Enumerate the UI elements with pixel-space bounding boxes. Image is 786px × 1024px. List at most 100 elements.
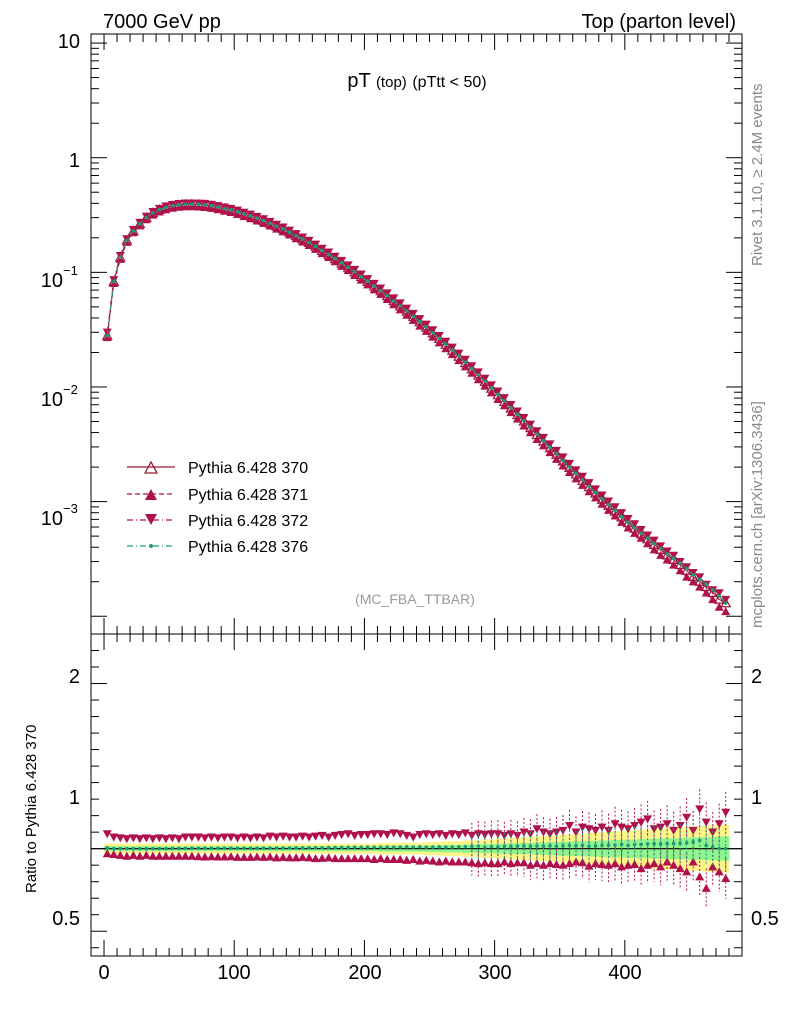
main-data-point bbox=[643, 531, 653, 540]
main-data-point bbox=[695, 582, 705, 591]
legend-entry-376: Pythia 6.428 376 bbox=[127, 539, 308, 556]
ratio-data-point bbox=[307, 846, 311, 850]
main-data-point bbox=[408, 309, 418, 318]
ratio-data-point bbox=[148, 835, 158, 844]
ratio-data-point bbox=[177, 846, 181, 851]
legend-label-376: Pythia 6.428 376 bbox=[188, 539, 308, 556]
ratio-data-point bbox=[630, 859, 640, 868]
ratio-data-point bbox=[118, 846, 123, 851]
ratio-data-point bbox=[408, 854, 418, 863]
main-data-point bbox=[486, 388, 496, 397]
ratio-data-point bbox=[502, 844, 507, 848]
xtick-label-300: 300 bbox=[478, 962, 511, 984]
ratio-data-point bbox=[304, 853, 314, 862]
main-data-point bbox=[473, 368, 483, 377]
main-data-point bbox=[688, 577, 698, 586]
ratio-data-point bbox=[200, 852, 210, 861]
main-data-point bbox=[311, 244, 321, 253]
ratio-data-point bbox=[606, 843, 611, 847]
main-data-point bbox=[343, 265, 353, 274]
main-data-point bbox=[606, 502, 611, 507]
main-data-point bbox=[499, 401, 509, 410]
main-data-point bbox=[382, 289, 392, 298]
ratio-data-point bbox=[421, 855, 431, 864]
main-data-point bbox=[389, 294, 399, 303]
ratio-data-point bbox=[545, 830, 555, 839]
main-data-point bbox=[447, 343, 457, 352]
ratio-data-point bbox=[363, 854, 373, 863]
main-data-point bbox=[580, 477, 585, 482]
ratio-data-point bbox=[467, 858, 477, 867]
main-data-point bbox=[281, 227, 285, 231]
ratio-data-point bbox=[378, 845, 383, 849]
ratio-data-point bbox=[324, 853, 334, 862]
ratio-data-point bbox=[183, 846, 188, 850]
ratio-data-point bbox=[389, 829, 399, 838]
main-data-point bbox=[558, 453, 568, 462]
main-data-point bbox=[434, 331, 444, 341]
main-data-point bbox=[535, 432, 539, 436]
legend-marker-triangle-up bbox=[145, 489, 157, 500]
main-data-point bbox=[339, 261, 344, 265]
ratio-data-point bbox=[395, 830, 405, 839]
main-data-point bbox=[652, 541, 656, 546]
ratio-data-point bbox=[714, 820, 724, 829]
ratio-data-point bbox=[402, 855, 412, 864]
ratio-series-layer bbox=[102, 789, 731, 909]
ratio-data-point bbox=[619, 842, 624, 847]
main-data-point bbox=[512, 414, 522, 423]
ratio-data-point bbox=[610, 820, 620, 829]
ratio-data-point bbox=[525, 830, 535, 839]
main-data-point bbox=[691, 572, 695, 577]
main-data-point bbox=[352, 270, 357, 274]
main-data-point bbox=[597, 499, 607, 508]
main-data-point bbox=[313, 244, 318, 249]
ratio-data-point bbox=[125, 846, 129, 851]
ratio-data-point bbox=[161, 851, 171, 860]
main-data-point bbox=[591, 493, 601, 502]
main-data-point bbox=[229, 208, 233, 212]
main-data-point bbox=[593, 490, 598, 495]
main-data-point bbox=[242, 212, 246, 216]
ratio-data-point bbox=[109, 849, 119, 859]
main-data-point bbox=[125, 238, 129, 243]
ratio-data-point bbox=[597, 859, 607, 868]
main-data-point bbox=[613, 508, 617, 513]
ratio-data-point bbox=[457, 845, 461, 849]
ratio-data-point bbox=[658, 842, 663, 846]
ratio-data-point bbox=[415, 856, 425, 865]
main-data-point bbox=[324, 252, 334, 262]
legend-marker-triangle-down bbox=[145, 514, 157, 525]
ratio-data-point bbox=[196, 846, 201, 850]
main-data-point bbox=[610, 503, 620, 512]
ratio-data-point bbox=[245, 852, 255, 861]
main-data-point bbox=[450, 348, 455, 352]
main-data-point bbox=[649, 536, 659, 545]
xtick-label-400: 400 bbox=[608, 962, 641, 984]
main-data-point bbox=[350, 265, 360, 274]
ratio-data-point bbox=[274, 846, 279, 850]
main-data-point bbox=[684, 566, 689, 571]
ytick-label-1e-3: 10 bbox=[41, 508, 63, 530]
ratio-data-point bbox=[200, 834, 210, 843]
main-data-point bbox=[721, 606, 731, 616]
main-data-point bbox=[196, 202, 201, 207]
main-data-point bbox=[604, 505, 614, 514]
main-data-point bbox=[235, 209, 240, 214]
main-data-point bbox=[457, 354, 461, 358]
main-data-point bbox=[460, 355, 470, 364]
ratio-data-point bbox=[268, 846, 272, 850]
main-data-point bbox=[131, 229, 136, 233]
ratio-data-point bbox=[105, 846, 110, 850]
ratio-data-point bbox=[285, 833, 295, 842]
main-data-point bbox=[248, 214, 253, 218]
main-data-point bbox=[447, 350, 457, 359]
ratio-plot-panel: 2 1 0.5 2 1 0.5 Ratio to Pythia 6.428 37… bbox=[23, 633, 779, 984]
main-data-point bbox=[704, 582, 708, 587]
main-data-point bbox=[365, 279, 370, 283]
main-data-point bbox=[554, 452, 559, 456]
main-data-point bbox=[502, 399, 507, 403]
main-data-point bbox=[324, 248, 334, 257]
ratio-data-point bbox=[245, 834, 255, 843]
ratio-data-point bbox=[203, 846, 207, 850]
